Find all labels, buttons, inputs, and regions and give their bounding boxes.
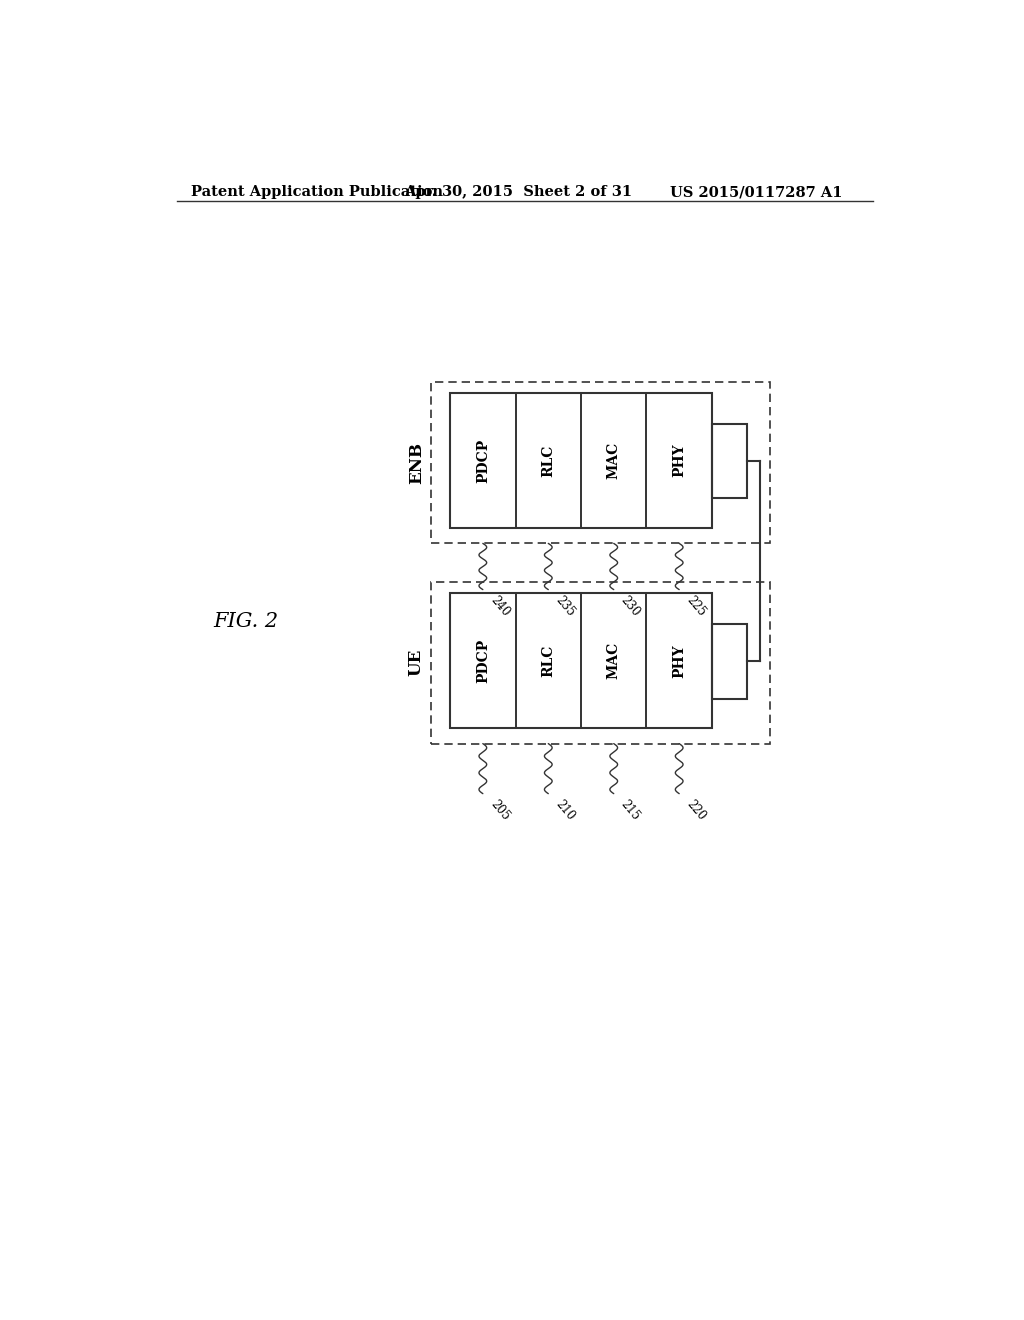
Bar <box>451 393 712 528</box>
Text: MAC: MAC <box>607 643 621 680</box>
Text: 205: 205 <box>487 797 512 822</box>
Text: FIG. 2: FIG. 2 <box>214 612 279 631</box>
Text: MAC: MAC <box>607 442 621 479</box>
Bar <box>451 594 712 729</box>
Text: 235: 235 <box>553 594 578 619</box>
Text: UE: UE <box>408 649 425 676</box>
Text: 215: 215 <box>618 797 643 822</box>
Bar <box>646 393 712 528</box>
Bar <box>431 582 770 743</box>
Bar <box>515 594 581 729</box>
Text: RLC: RLC <box>542 445 555 477</box>
Text: Apr. 30, 2015  Sheet 2 of 31: Apr. 30, 2015 Sheet 2 of 31 <box>403 185 632 199</box>
Bar <box>451 393 515 528</box>
Text: 225: 225 <box>684 594 708 619</box>
Bar <box>712 624 746 698</box>
Text: 210: 210 <box>553 797 578 822</box>
Bar <box>431 381 770 544</box>
Bar <box>451 594 515 729</box>
Text: 240: 240 <box>487 594 512 619</box>
Bar <box>712 424 746 499</box>
Text: PHY: PHY <box>672 444 686 478</box>
Bar <box>581 594 646 729</box>
Text: 230: 230 <box>618 594 643 619</box>
Bar <box>646 594 712 729</box>
Bar <box>515 393 581 528</box>
Text: Patent Application Publication: Patent Application Publication <box>190 185 442 199</box>
Text: RLC: RLC <box>542 644 555 677</box>
Text: 220: 220 <box>684 797 708 822</box>
Text: PDCP: PDCP <box>476 639 489 682</box>
Text: ENB: ENB <box>408 442 425 483</box>
Text: PDCP: PDCP <box>476 438 489 483</box>
Bar <box>581 393 646 528</box>
Text: PHY: PHY <box>672 644 686 677</box>
Text: US 2015/0117287 A1: US 2015/0117287 A1 <box>670 185 842 199</box>
